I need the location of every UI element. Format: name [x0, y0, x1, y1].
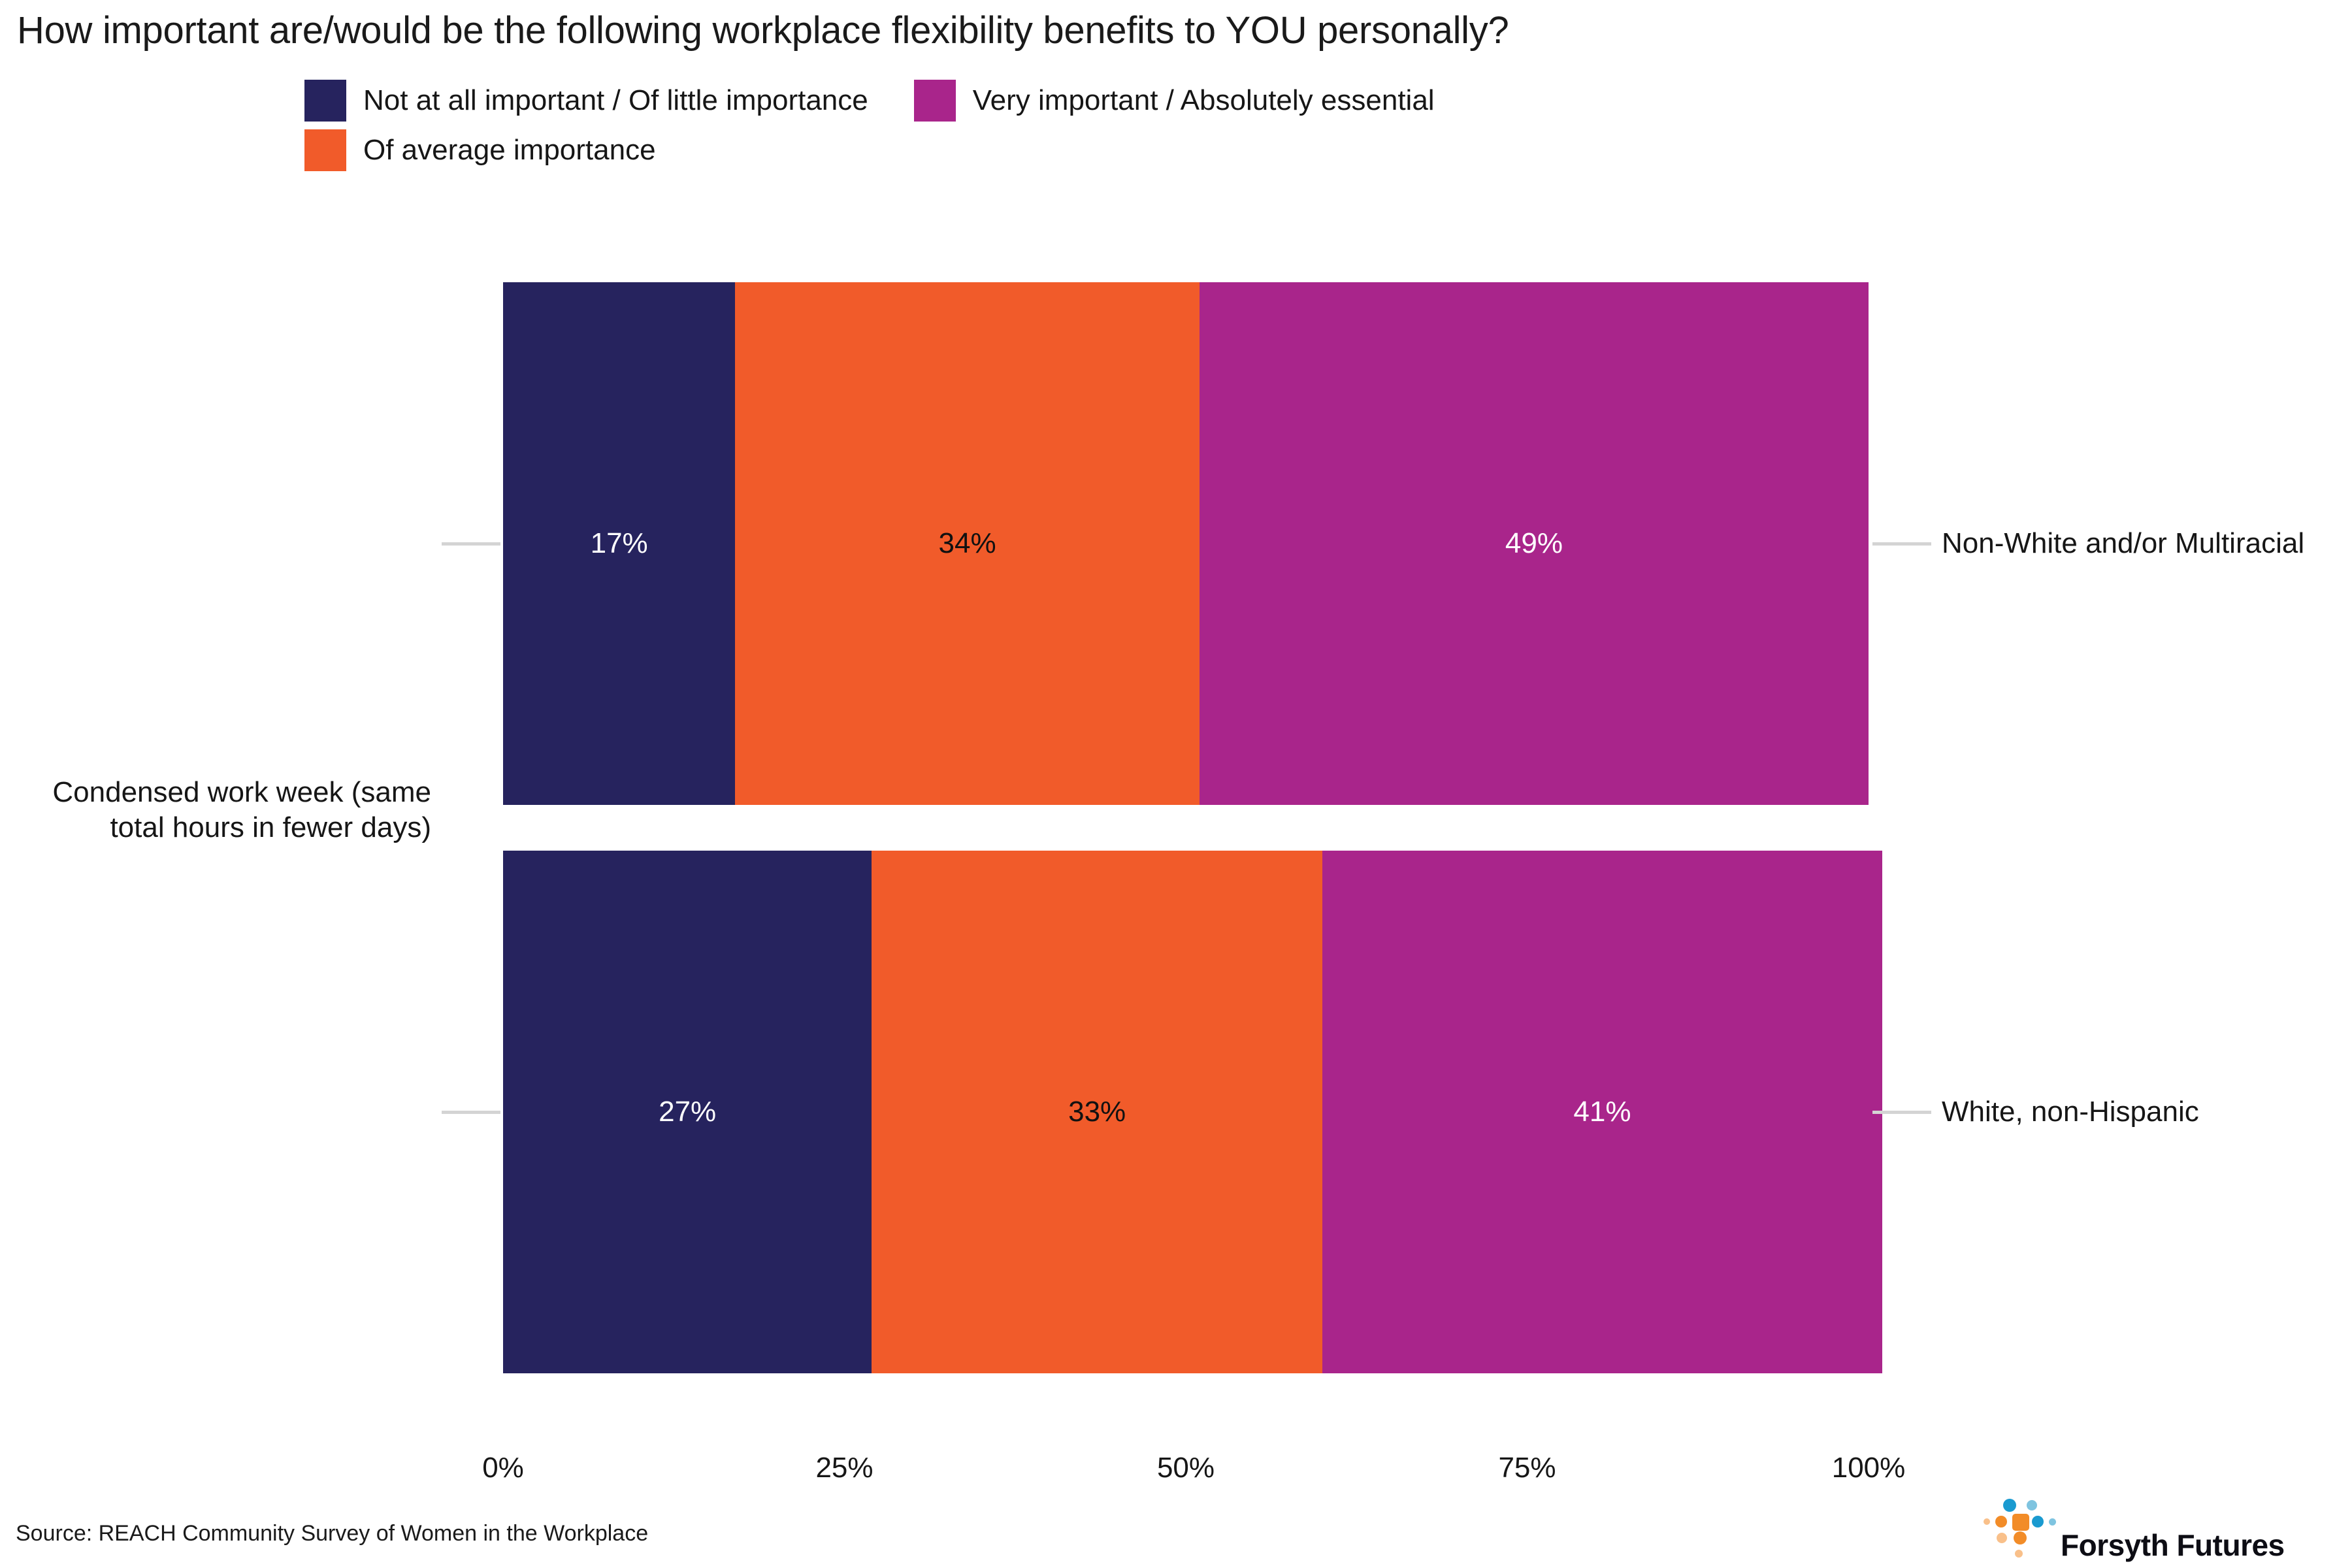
bar-value-label: 49%: [1505, 527, 1563, 559]
legend-item-label: Very important / Absolutely essential: [972, 84, 1435, 116]
stacked-bar-row: 17% 34% 49%: [503, 282, 1869, 805]
bar-segment[interactable]: 41%: [1322, 851, 1882, 1373]
logo-dot-icon: [1997, 1533, 2007, 1543]
legend-item-label: Of average importance: [363, 134, 656, 166]
x-axis-tick-label: 75%: [1498, 1452, 1556, 1484]
x-axis-tick-label: 25%: [815, 1452, 874, 1484]
bar-value-label: 27%: [659, 1096, 717, 1128]
logo-dot-icon: [2032, 1516, 2044, 1527]
page-title: How important are/would be the following…: [17, 9, 1509, 52]
x-axis-tick-label: 0%: [482, 1452, 524, 1484]
bar-segment[interactable]: 17%: [503, 282, 736, 805]
axis-tick-line: [442, 542, 500, 546]
forsyth-futures-logo: Forsyth Futures: [1984, 1497, 2285, 1563]
axis-tick-line: [1872, 1111, 1931, 1114]
category-label-nonwhite-multiracial: Non-White and/or Multiracial: [1942, 527, 2305, 559]
x-axis-tick-label: 100%: [1831, 1452, 1906, 1484]
legend-swatch-icon: [304, 80, 346, 122]
axis-tick-line: [442, 1111, 500, 1114]
legend-swatch-icon: [304, 129, 346, 171]
bar-segment[interactable]: 49%: [1199, 282, 1869, 805]
legend-item-very-important[interactable]: Very important / Absolutely essential: [913, 80, 1435, 122]
legend-item-not-important[interactable]: Not at all important / Of little importa…: [304, 80, 868, 122]
bar-value-label: 33%: [1068, 1096, 1126, 1128]
group-axis-label: Condensed work week (same total hours in…: [52, 776, 431, 843]
bar-value-label: 41%: [1573, 1096, 1631, 1128]
logo-dot-icon: [2014, 1531, 2027, 1544]
bar-value-label: 17%: [590, 527, 648, 559]
logo-dot-icon: [2012, 1514, 2029, 1531]
logo-dot-grid-icon: [1984, 1497, 2057, 1563]
logo-dot-icon: [2049, 1518, 2056, 1526]
logo-dot-icon: [1984, 1518, 1990, 1525]
bar-segment[interactable]: 33%: [872, 851, 1322, 1373]
logo-text: Forsyth Futures: [2061, 1528, 2285, 1562]
legend-item-average-importance[interactable]: Of average importance: [304, 129, 656, 171]
stacked-bar-row: 27% 33% 41%: [503, 851, 1882, 1373]
bar-segment[interactable]: 27%: [503, 851, 872, 1373]
legend-row-1: Not at all important / Of little importa…: [304, 80, 1742, 122]
bar-segment[interactable]: 34%: [735, 282, 1200, 805]
logo-dot-icon: [1995, 1516, 2007, 1527]
legend-row-2: Of average importance: [304, 129, 1742, 171]
bar-value-label: 34%: [938, 527, 996, 559]
axis-tick-line: [1872, 542, 1931, 546]
logo-dot-icon: [2015, 1550, 2023, 1558]
x-axis-tick-label: 50%: [1156, 1452, 1215, 1484]
legend: Not at all important / Of little importa…: [304, 80, 1742, 179]
legend-swatch-icon: [913, 80, 956, 122]
logo-dot-icon: [2027, 1500, 2037, 1511]
logo-dot-icon: [2003, 1499, 2016, 1512]
category-label-white-non-hispanic: White, non-Hispanic: [1942, 1096, 2199, 1128]
legend-item-label: Not at all important / Of little importa…: [363, 84, 868, 116]
source-note: Source: REACH Community Survey of Women …: [16, 1521, 649, 1546]
